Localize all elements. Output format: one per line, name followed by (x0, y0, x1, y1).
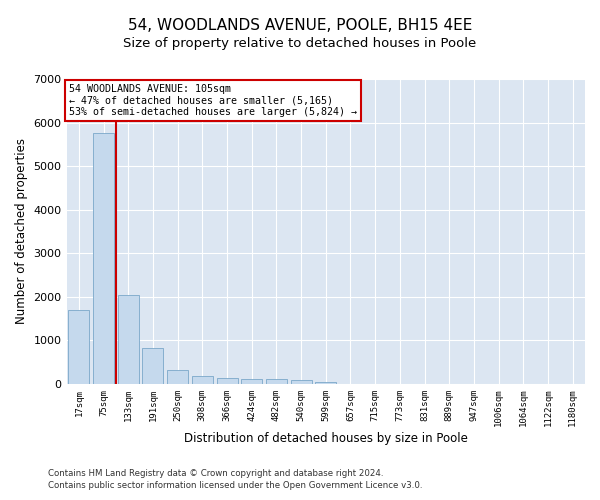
Bar (167, 370, 188, 384)
Bar (266, 380, 287, 384)
Y-axis label: Number of detached properties: Number of detached properties (15, 138, 28, 324)
Bar (118, 294, 139, 384)
Bar (68, 310, 89, 384)
Bar (217, 378, 238, 384)
Text: 54, WOODLANDS AVENUE, POOLE, BH15 4EE: 54, WOODLANDS AVENUE, POOLE, BH15 4EE (128, 18, 472, 32)
Bar (192, 376, 213, 384)
Bar (290, 380, 311, 384)
Text: 54 WOODLANDS AVENUE: 105sqm
← 47% of detached houses are smaller (5,165)
53% of : 54 WOODLANDS AVENUE: 105sqm ← 47% of det… (69, 84, 357, 117)
Text: Contains public sector information licensed under the Open Government Licence v3: Contains public sector information licen… (48, 481, 422, 490)
Bar (315, 382, 336, 384)
Text: Contains HM Land Registry data © Crown copyright and database right 2024.: Contains HM Land Registry data © Crown c… (48, 468, 383, 477)
Bar (241, 379, 262, 384)
Text: Size of property relative to detached houses in Poole: Size of property relative to detached ho… (124, 38, 476, 51)
Bar (142, 348, 163, 384)
Bar (93, 134, 114, 384)
X-axis label: Distribution of detached houses by size in Poole: Distribution of detached houses by size … (184, 432, 468, 445)
